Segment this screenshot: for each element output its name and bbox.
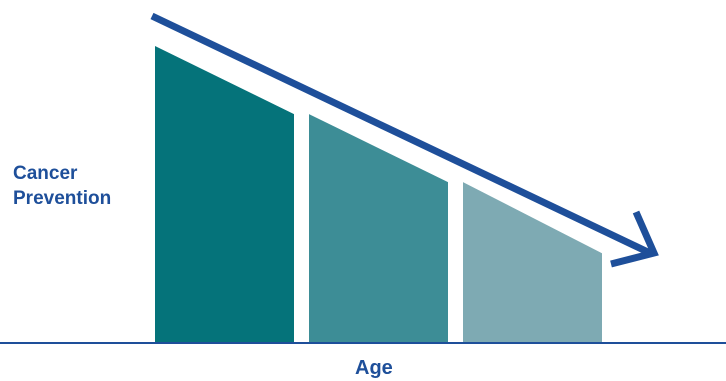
y-axis-label-line-2: Prevention [13,187,112,209]
y-axis-label-line-1: Cancer [13,163,78,184]
bar-1 [155,46,294,342]
trend-arrow-head [610,210,659,268]
trend-arrow-shaft [150,12,652,257]
x-axis-label: Age [355,357,393,379]
y-axis-label: Cancer Prevention [13,162,111,211]
bar-3 [463,182,602,342]
bar-2 [309,114,448,342]
